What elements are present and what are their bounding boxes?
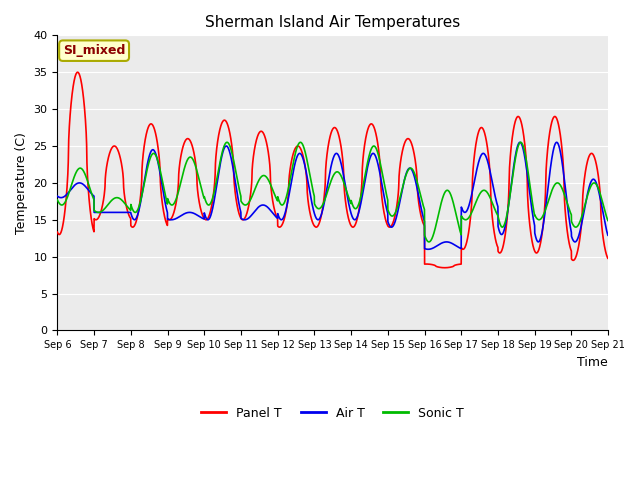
Air T — [172, 216, 179, 222]
Text: SI_mixed: SI_mixed — [63, 44, 125, 57]
Panel T — [441, 265, 449, 271]
Panel T — [396, 162, 404, 168]
Sonic T — [552, 180, 560, 186]
X-axis label: Time: Time — [577, 356, 608, 369]
Sonic T — [396, 195, 404, 201]
Panel T — [172, 203, 179, 209]
Air T — [552, 140, 560, 145]
Panel T — [604, 256, 612, 262]
Panel T — [74, 69, 81, 75]
Sonic T — [604, 218, 612, 224]
Panel T — [54, 229, 61, 235]
Air T — [54, 193, 61, 199]
Air T — [207, 211, 215, 217]
Sonic T — [604, 218, 612, 224]
Air T — [604, 232, 612, 238]
Sonic T — [517, 139, 525, 145]
Air T — [424, 246, 432, 252]
Air T — [387, 224, 394, 229]
Panel T — [207, 204, 215, 210]
Legend: Panel T, Air T, Sonic T: Panel T, Air T, Sonic T — [196, 402, 469, 425]
Sonic T — [387, 212, 394, 218]
Panel T — [387, 224, 394, 230]
Line: Panel T: Panel T — [58, 72, 608, 268]
Panel T — [604, 256, 612, 262]
Panel T — [552, 115, 560, 120]
Line: Sonic T: Sonic T — [58, 142, 608, 242]
Air T — [604, 232, 612, 238]
Sonic T — [54, 197, 61, 203]
Air T — [553, 139, 561, 145]
Title: Sherman Island Air Temperatures: Sherman Island Air Temperatures — [205, 15, 460, 30]
Sonic T — [425, 239, 433, 245]
Sonic T — [207, 199, 215, 205]
Line: Air T: Air T — [58, 142, 608, 249]
Sonic T — [172, 198, 179, 204]
Air T — [396, 198, 404, 204]
Y-axis label: Temperature (C): Temperature (C) — [15, 132, 28, 234]
